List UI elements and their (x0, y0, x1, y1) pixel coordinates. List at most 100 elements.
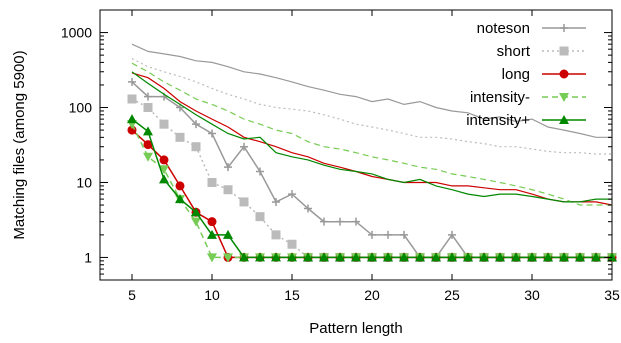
data-point-plus (368, 230, 376, 239)
data-point-square (191, 142, 201, 152)
y-tick-label: 1 (84, 249, 92, 265)
legend-label: intensity+ (466, 112, 530, 129)
series-upper-line (131, 72, 613, 206)
data-point-square (271, 230, 281, 240)
data-point-square (223, 185, 233, 195)
legend-label: short (497, 43, 531, 60)
data-point-plus (560, 24, 568, 32)
y-tick-label: 100 (69, 100, 93, 116)
series-layer (127, 43, 617, 263)
data-point-square (559, 46, 569, 56)
data-point-triangle-up (591, 252, 601, 262)
x-tick-label: 20 (364, 287, 380, 303)
data-point-plus (384, 230, 392, 239)
data-point-plus (336, 217, 344, 226)
data-point-square (143, 103, 153, 113)
data-point-plus (400, 230, 408, 239)
data-point-triangle-up (223, 229, 233, 239)
data-point-triangle-up (543, 252, 553, 262)
y-tick-label: 1000 (61, 25, 92, 41)
data-point-plus (352, 217, 360, 226)
x-tick-label: 30 (524, 287, 540, 303)
data-point-triangle-up (175, 194, 185, 204)
data-point-plus (304, 204, 312, 213)
legend-label: long (502, 66, 530, 83)
data-point-triangle-up (495, 252, 505, 262)
plot-frame (99, 9, 613, 281)
data-point-triangle-up (207, 229, 217, 239)
data-point-plus (320, 217, 328, 226)
data-point-triangle-up (239, 252, 249, 262)
data-point-triangle-down (191, 217, 201, 227)
x-tick-label: 35 (604, 287, 620, 303)
data-point-triangle-up (271, 252, 281, 262)
data-point-triangle-up (287, 252, 297, 262)
y-tick-label: 10 (76, 174, 92, 190)
data-point-triangle-up (575, 252, 585, 262)
data-point-triangle-up (255, 252, 265, 262)
data-point-plus (272, 197, 280, 206)
data-point-triangle-up (127, 114, 137, 124)
data-point-triangle-down (143, 152, 153, 162)
series-upper-line (131, 71, 612, 203)
series-upper-line (131, 58, 612, 155)
data-point-triangle-down (223, 253, 233, 263)
data-point-triangle-up (559, 252, 569, 262)
y-axis-label: Matching files (among 5900) (11, 50, 28, 239)
data-point-square (175, 132, 185, 142)
data-point-triangle-up (303, 252, 313, 262)
data-point-triangle-up (431, 252, 441, 262)
data-point-plus (128, 77, 136, 86)
data-point-triangle-up (159, 174, 169, 184)
data-point-triangle-up (383, 252, 393, 262)
legend-label: intensity- (470, 89, 530, 106)
data-point-triangle-up (335, 252, 345, 262)
data-point-triangle-up (191, 207, 201, 217)
series-upper-line (131, 43, 612, 138)
data-point-triangle-up (319, 252, 329, 262)
data-point-plus (448, 230, 456, 239)
data-point-square (239, 197, 249, 207)
x-tick-label: 10 (204, 287, 220, 303)
data-point-triangle-down (159, 165, 169, 175)
data-point-circle (559, 69, 569, 79)
data-point-triangle-up (559, 115, 569, 124)
ticks-layer: 5 10 15 20 25 30 35 1 10 100 1000 (61, 9, 620, 303)
x-tick-label: 15 (284, 287, 300, 303)
data-point-plus (208, 129, 216, 138)
series-intensity+ (127, 71, 617, 262)
data-point-triangle-up (367, 252, 377, 262)
data-point-circle (207, 217, 217, 227)
data-point-plus (192, 120, 200, 129)
data-point-triangle-down (207, 253, 217, 263)
data-point-triangle-up (511, 252, 521, 262)
data-point-plus (240, 142, 248, 151)
data-point-triangle-up (447, 252, 457, 262)
plot-border (99, 9, 613, 281)
data-point-triangle-up (415, 252, 425, 262)
data-point-triangle-up (399, 252, 409, 262)
data-point-circle (159, 155, 169, 165)
data-point-circle (143, 140, 153, 150)
data-point-plus (224, 163, 232, 172)
data-point-plus (256, 167, 264, 176)
data-point-circle (175, 181, 185, 191)
data-point-square (159, 119, 169, 129)
data-point-triangle-up (463, 252, 473, 262)
data-point-plus (144, 92, 152, 101)
data-point-triangle-up (351, 252, 361, 262)
data-point-triangle-up (479, 252, 489, 262)
x-axis-label: Pattern length (309, 320, 402, 337)
data-point-triangle-up (143, 126, 153, 136)
data-point-square (287, 239, 297, 249)
data-point-plus (288, 190, 296, 199)
x-tick-label: 5 (128, 287, 136, 303)
data-point-triangle-down (559, 93, 569, 102)
data-point-triangle-up (527, 252, 537, 262)
legend: noteson short long intensity-intensity+ (466, 20, 586, 129)
series-upper-line (131, 62, 612, 206)
legend-label: noteson (477, 20, 530, 37)
x-tick-label: 25 (444, 287, 460, 303)
data-point-square (127, 94, 137, 104)
